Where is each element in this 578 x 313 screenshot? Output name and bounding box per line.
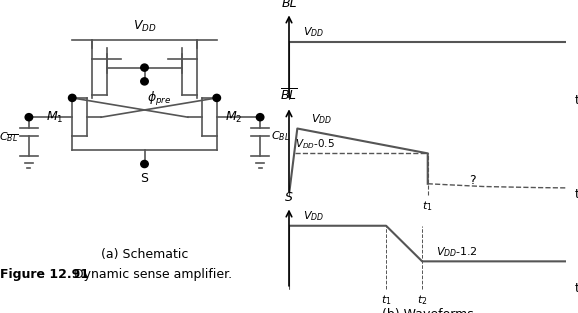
Circle shape — [141, 64, 148, 71]
Text: t: t — [575, 188, 578, 201]
Text: $V_{DD}$-0.5: $V_{DD}$-0.5 — [295, 137, 335, 151]
Text: $t_1$: $t_1$ — [381, 293, 391, 307]
Text: S: S — [285, 191, 293, 204]
Circle shape — [141, 161, 148, 167]
Circle shape — [68, 94, 76, 101]
Text: Dynamic sense amplifier.: Dynamic sense amplifier. — [66, 268, 232, 281]
Text: $M_2$: $M_2$ — [225, 110, 243, 125]
Text: BL: BL — [281, 0, 297, 10]
Text: $V_{DD}$: $V_{DD}$ — [303, 209, 324, 223]
Text: $V_{DD}$: $V_{DD}$ — [133, 19, 156, 34]
Text: (b) Waveforms: (b) Waveforms — [382, 308, 473, 313]
Circle shape — [25, 114, 33, 121]
Circle shape — [213, 94, 221, 101]
Text: t: t — [575, 94, 578, 107]
Text: $\overline{BL}$: $\overline{BL}$ — [280, 88, 298, 104]
Text: $C_{\overline{BL}}$: $C_{\overline{BL}}$ — [0, 130, 18, 143]
Circle shape — [141, 78, 148, 85]
Text: $M_1$: $M_1$ — [46, 110, 64, 125]
Text: t: t — [575, 282, 578, 295]
Text: S: S — [140, 172, 149, 185]
Text: ?: ? — [469, 174, 476, 187]
Text: $\phi_{pre}$: $\phi_{pre}$ — [147, 90, 172, 108]
Text: $t_2$: $t_2$ — [417, 293, 427, 307]
Circle shape — [257, 114, 264, 121]
Text: $V_{DD}$: $V_{DD}$ — [311, 112, 332, 126]
Text: (a) Schematic: (a) Schematic — [101, 249, 188, 261]
Text: $V_{DD}$-1.2: $V_{DD}$-1.2 — [436, 245, 478, 259]
Text: $C_{BL}$: $C_{BL}$ — [271, 130, 290, 143]
Text: $t_1$: $t_1$ — [423, 199, 433, 213]
Text: $V_{DD}$: $V_{DD}$ — [303, 25, 324, 39]
Text: Figure 12.91: Figure 12.91 — [0, 268, 89, 281]
